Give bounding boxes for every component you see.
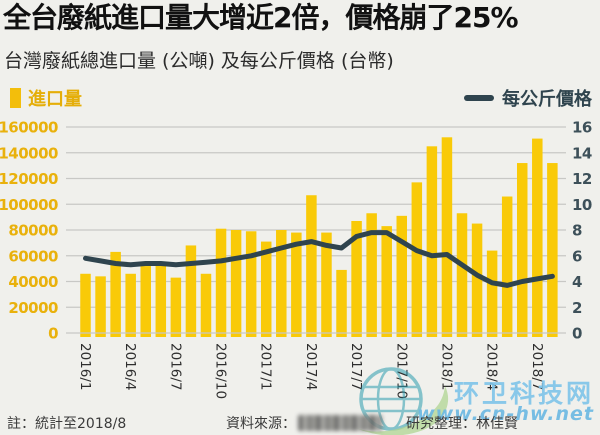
svg-text:20000: 20000 bbox=[8, 299, 58, 317]
page-subtitle: 台灣廢紙總進口量 (公噸) 及每公斤價格 (台幣) bbox=[4, 50, 394, 72]
svg-text:4: 4 bbox=[572, 273, 582, 291]
page-title: 全台廢紙進口量大增近2倍，價格崩了25% bbox=[3, 1, 519, 34]
legend-imports-label: 進口量 bbox=[28, 89, 82, 110]
svg-text:60000: 60000 bbox=[8, 247, 58, 265]
svg-text:14: 14 bbox=[572, 144, 592, 162]
svg-text:40000: 40000 bbox=[8, 273, 58, 291]
svg-text:160000: 160000 bbox=[0, 119, 58, 137]
chart-canvas: 160000 140000 120000 100000 80000 60000 40000 2… bbox=[0, 119, 592, 400]
svg-text:0: 0 bbox=[572, 325, 582, 343]
svg-text:12: 12 bbox=[572, 170, 592, 188]
chart-legend: 進口量 每公斤價格 bbox=[0, 85, 600, 111]
legend-price-label: 每公斤價格 bbox=[502, 89, 592, 110]
svg-text:2017/7: 2017/7 bbox=[348, 343, 364, 391]
svg-text:140000: 140000 bbox=[0, 144, 58, 162]
svg-text:2: 2 bbox=[572, 299, 582, 317]
bar-swatch-icon bbox=[10, 88, 21, 108]
svg-text:2016/4: 2016/4 bbox=[122, 343, 138, 391]
svg-text:80000: 80000 bbox=[8, 222, 58, 240]
svg-text:10: 10 bbox=[572, 196, 592, 214]
svg-text:2017/1: 2017/1 bbox=[258, 343, 274, 391]
footer-credit: 研究整理：林佳賢 bbox=[406, 416, 518, 432]
svg-text:2018/1: 2018/1 bbox=[438, 343, 454, 391]
svg-text:6: 6 bbox=[572, 247, 582, 265]
svg-text:2017/10: 2017/10 bbox=[393, 343, 409, 399]
legend-item-price: 每公斤價格 bbox=[464, 85, 592, 111]
svg-text:2018/7: 2018/7 bbox=[529, 343, 545, 391]
svg-text:2018/4: 2018/4 bbox=[484, 343, 500, 391]
line-swatch-icon bbox=[464, 95, 494, 101]
svg-text:100000: 100000 bbox=[0, 196, 58, 214]
footer-note: 註：統計至2018/8 bbox=[7, 416, 127, 432]
footer-source-redacted-blur bbox=[298, 415, 382, 431]
svg-text:8: 8 bbox=[572, 222, 582, 240]
legend-item-imports: 進口量 bbox=[10, 85, 82, 111]
footer-source: 資料來源： bbox=[226, 413, 382, 433]
svg-text:16: 16 bbox=[572, 119, 592, 137]
svg-text:0: 0 bbox=[48, 325, 58, 343]
svg-text:2016/7: 2016/7 bbox=[167, 343, 183, 391]
svg-text:2016/10: 2016/10 bbox=[213, 343, 229, 399]
svg-text:120000: 120000 bbox=[0, 170, 58, 188]
svg-text:2017/4: 2017/4 bbox=[303, 343, 319, 391]
footer: 註：統計至2018/8 資料來源： 研究整理：林佳賢 bbox=[0, 411, 600, 433]
svg-text:2016/1: 2016/1 bbox=[77, 343, 93, 391]
footer-source-label: 資料來源： bbox=[226, 416, 296, 432]
